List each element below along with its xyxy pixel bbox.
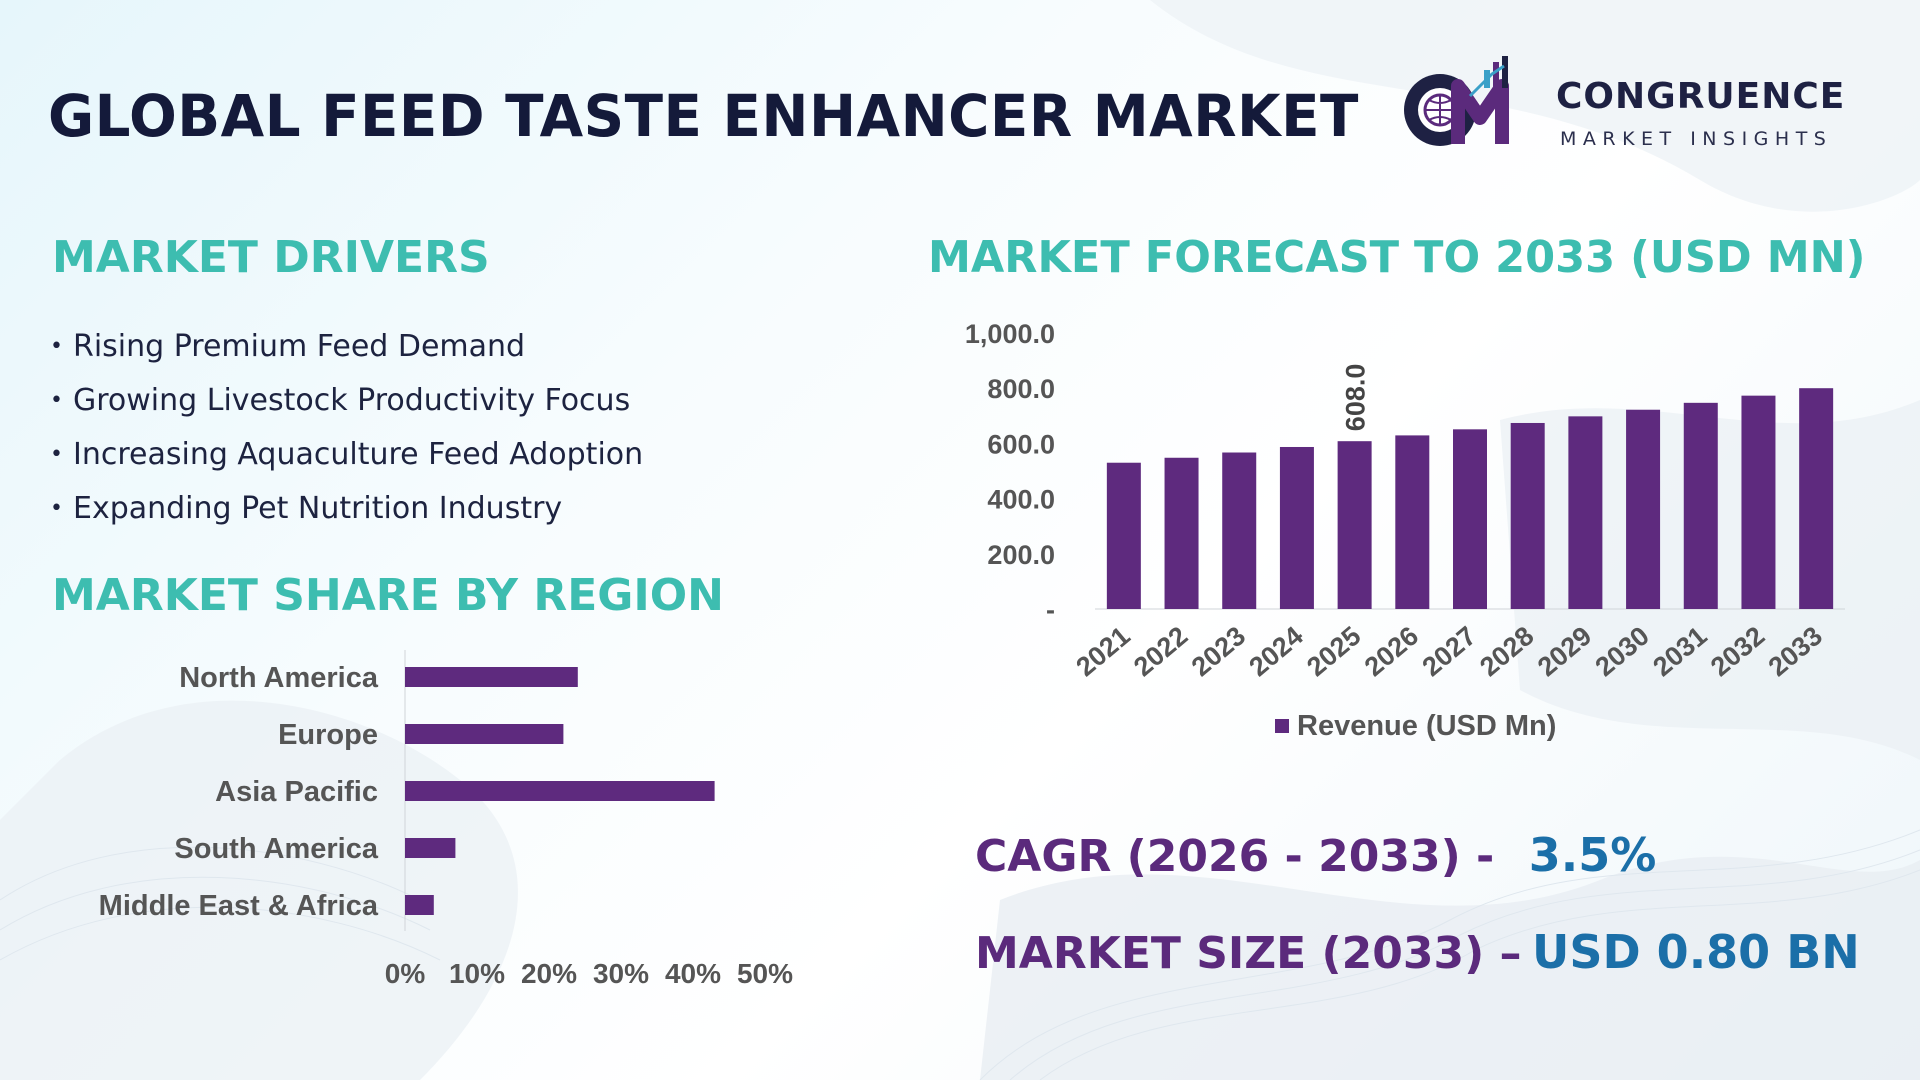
x-tick-label: 2027 — [1417, 621, 1482, 683]
x-tick-label: 10% — [449, 958, 505, 989]
region-label: Middle East & Africa — [99, 890, 379, 922]
forecast-bar — [1626, 409, 1661, 609]
x-tick-label: 2028 — [1474, 621, 1539, 683]
x-tick-label: 2026 — [1359, 621, 1424, 683]
page-title: GLOBAL FEED TASTE ENHANCER MARKET — [48, 82, 1359, 150]
driver-item: • Expanding Pet Nutrition Industry — [50, 482, 643, 536]
bullet-icon: • — [50, 442, 63, 467]
x-tick-label: 2031 — [1647, 621, 1712, 683]
forecast-heading: MARKET FORECAST TO 2033 (USD MN) — [928, 232, 1866, 283]
market-size-label: MARKET SIZE (2033) – — [975, 928, 1522, 979]
bullet-icon: • — [50, 496, 63, 521]
legend-swatch — [1275, 719, 1289, 733]
y-tick-label: 600.0 — [987, 429, 1055, 459]
x-tick-label: 2030 — [1590, 621, 1655, 683]
x-tick-label: 50% — [737, 958, 793, 989]
y-tick-label: 1,000.0 — [965, 319, 1055, 349]
market-size-value: USD 0.80 BN — [1532, 925, 1860, 979]
logo-name: CONGRUENCE — [1556, 76, 1846, 117]
region-label: North America — [179, 662, 379, 694]
driver-text: Increasing Aquaculture Feed Adoption — [72, 437, 644, 472]
region-label: Asia Pacific — [215, 776, 378, 808]
region-share-heading: MARKET SHARE BY REGION — [52, 570, 724, 621]
x-tick-label: 40% — [665, 958, 721, 989]
region-label: South America — [174, 833, 378, 865]
y-tick-label: 200.0 — [987, 540, 1055, 570]
x-tick-label: 2029 — [1532, 621, 1597, 683]
cagr-row: CAGR (2026 - 2033) - 3.5% — [975, 828, 1656, 882]
market-size-row: MARKET SIZE (2033) – USD 0.80 BN — [975, 925, 1860, 979]
x-tick-label: 2023 — [1186, 621, 1251, 683]
driver-item: • Increasing Aquaculture Feed Adoption — [50, 428, 643, 482]
forecast-bar — [1510, 422, 1545, 609]
data-label: 608.0 — [1341, 364, 1371, 432]
forecast-bar — [1683, 402, 1718, 609]
x-tick-label: 2025 — [1301, 621, 1366, 683]
driver-item: • Growing Livestock Productivity Focus — [50, 374, 643, 428]
region-bar — [405, 781, 715, 801]
driver-text: Growing Livestock Productivity Focus — [72, 383, 631, 418]
region-bar — [405, 667, 578, 687]
cagr-label: CAGR (2026 - 2033) - — [975, 831, 1495, 882]
company-logo: CONGRUENCE MARKET INSIGHTS — [1400, 56, 1880, 156]
y-tick-label: 400.0 — [987, 485, 1055, 515]
x-tick-label: 0% — [385, 958, 426, 989]
forecast-bar — [1741, 395, 1776, 609]
market-drivers-heading: MARKET DRIVERS — [52, 232, 490, 283]
legend-label: Revenue (USD Mn) — [1297, 710, 1556, 742]
forecast-bar — [1799, 388, 1834, 609]
x-tick-label: 2022 — [1128, 621, 1193, 683]
forecast-bar — [1106, 462, 1141, 609]
region-bar — [405, 895, 434, 915]
x-tick-label: 2021 — [1070, 621, 1135, 683]
forecast-bar — [1222, 452, 1257, 609]
region-bar — [405, 724, 564, 744]
forecast-bar — [1568, 416, 1603, 609]
x-tick-label: 20% — [521, 958, 577, 989]
x-tick-label: 2033 — [1763, 621, 1828, 683]
forecast-bar — [1164, 457, 1199, 609]
x-tick-label: 2032 — [1705, 621, 1770, 683]
x-tick-label: 2024 — [1243, 621, 1308, 683]
forecast-bar — [1337, 441, 1372, 609]
market-drivers-list: • Rising Premium Feed Demand • Growing Liv… — [50, 320, 643, 536]
forecast-bar — [1453, 429, 1487, 609]
logo-tagline: MARKET INSIGHTS — [1560, 128, 1833, 150]
logo-mark — [1404, 56, 1509, 146]
forecast-chart: - 200.0 400.0 600.0 800.0 1,000.0 202120222023… — [965, 319, 1845, 742]
bullet-icon: • — [50, 388, 63, 413]
x-tick-label: 30% — [593, 958, 649, 989]
forecast-bar — [1279, 446, 1314, 609]
y-tick-label: - — [1046, 595, 1055, 625]
region-bar — [405, 838, 456, 858]
driver-item: • Rising Premium Feed Demand — [50, 320, 643, 374]
cagr-value: 3.5% — [1528, 828, 1657, 882]
region-share-chart: North America Europe Asia Pacific South Ame… — [99, 650, 793, 989]
bullet-icon: • — [50, 334, 63, 359]
y-tick-label: 800.0 — [987, 374, 1055, 404]
driver-text: Expanding Pet Nutrition Industry — [72, 491, 563, 526]
driver-text: Rising Premium Feed Demand — [72, 329, 526, 364]
region-label: Europe — [278, 719, 378, 751]
forecast-bar — [1395, 435, 1430, 609]
